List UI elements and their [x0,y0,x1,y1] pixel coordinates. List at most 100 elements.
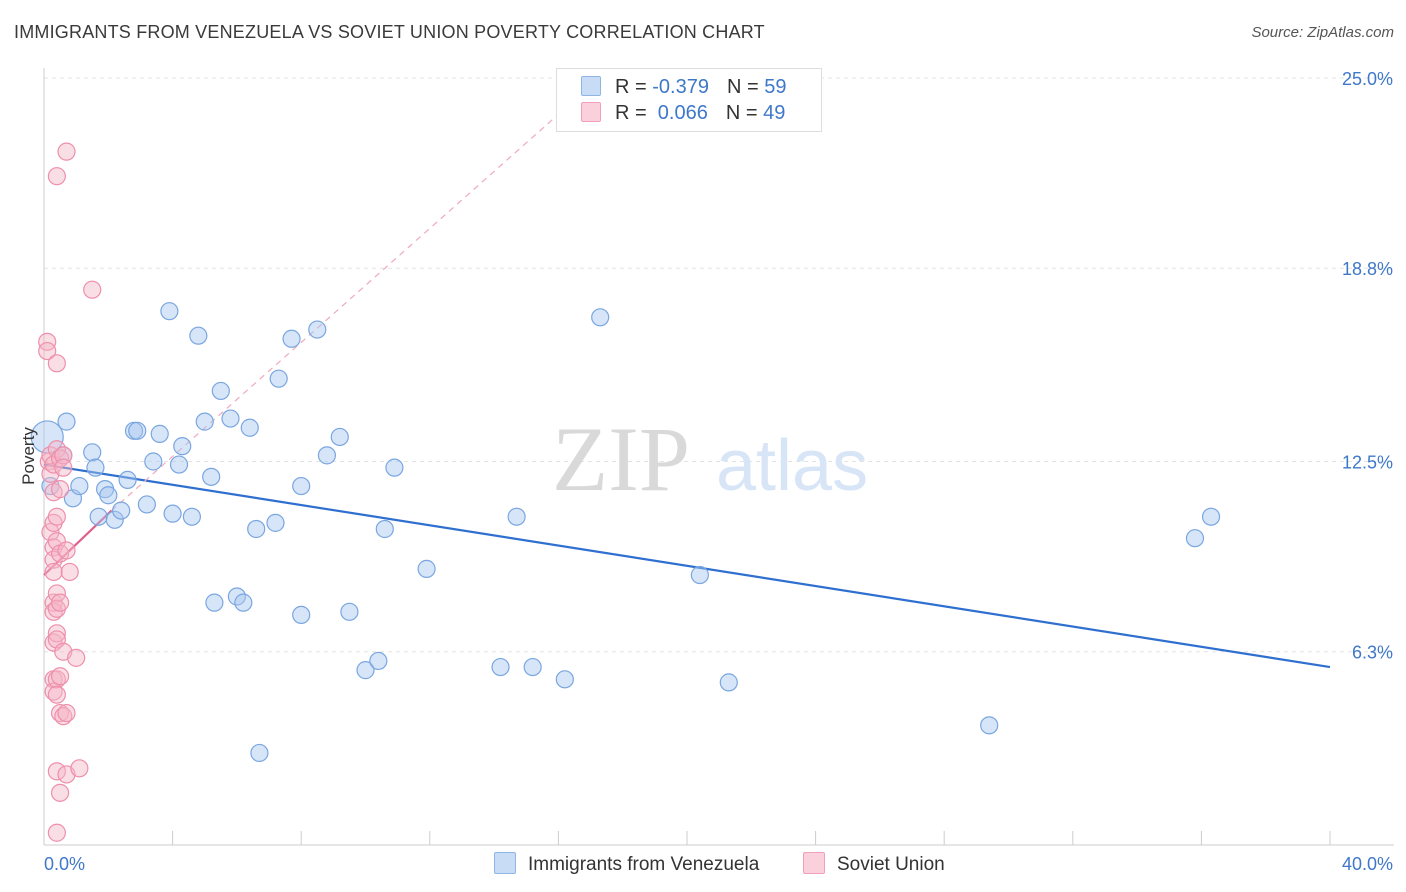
point-soviet [38,341,57,361]
point-venezuela [211,381,230,401]
trend-line-soviet [43,509,113,576]
x-tick-label: 0.0% [44,854,85,874]
point-venezuela [89,507,108,526]
point-venezuela [247,519,266,539]
legend-swatch-soviet [581,102,601,122]
point-venezuela [719,673,738,692]
legend-row-soviet: R = 0.066 N = 49 [581,102,785,126]
point-venezuela [385,458,404,477]
watermark-atlas: atlas [716,426,868,506]
x-ticks [172,831,1331,845]
point-soviet [44,602,63,621]
point-venezuela [195,412,214,431]
point-soviet [70,759,89,778]
data-points [30,142,1221,842]
point-soviet [50,667,70,686]
x-tick-labels: 0.0% 40.0% [44,854,1393,874]
point-soviet [47,167,66,186]
point-venezuela [99,486,118,505]
point-venezuela [1201,507,1221,526]
point-venezuela [205,593,224,612]
point-venezuela [86,458,105,477]
point-venezuela [150,424,169,443]
point-venezuela [308,320,327,339]
point-soviet [67,648,86,667]
point-venezuela [523,657,542,677]
point-venezuela [57,412,76,431]
point-venezuela [1185,529,1205,548]
axes [43,68,1394,846]
legend-swatch-venezuela [581,76,601,96]
chart-title: IMMIGRANTS FROM VENEZUELA VS SOVIET UNIO… [14,22,765,42]
watermark-zip: ZIP [552,408,690,510]
point-soviet [83,280,102,299]
point-soviet [47,507,66,526]
point-venezuela [70,476,89,496]
legend-swatch-soviet [803,852,825,874]
point-venezuela [137,495,156,514]
point-soviet [57,703,76,723]
point-soviet [57,142,76,161]
point-venezuela [356,661,375,680]
legend-swatch-venezuela [494,852,516,874]
point-venezuela [269,369,288,388]
point-venezuela [980,716,999,735]
legend-item-soviet: Soviet Union [803,852,945,876]
legend-label-soviet: Soviet Union [837,854,945,875]
r-label: R = [615,102,653,124]
point-soviet [47,823,66,842]
point-venezuela [182,507,201,526]
watermark: ZIP atlas [552,408,868,510]
point-venezuela [173,437,192,456]
point-venezuela [375,519,394,539]
r-value: 0.066 [652,102,708,124]
point-venezuela [118,470,137,490]
point-venezuela [317,446,337,465]
point-venezuela [202,467,221,486]
point-venezuela [330,427,349,447]
point-venezuela [292,605,311,625]
point-soviet [54,458,73,477]
point-venezuela [144,452,163,471]
r-label: R = [615,76,653,98]
y-tick-label: 6.3% [1352,643,1393,663]
point-venezuela [266,513,285,532]
y-tick-label: 18.8% [1342,259,1393,279]
point-venezuela [160,302,179,321]
point-venezuela [112,501,131,520]
point-soviet [50,703,70,723]
legend-row-venezuela: R = -0.379 N = 59 [581,76,786,100]
point-venezuela [234,593,253,612]
point-venezuela [340,602,359,621]
point-venezuela [221,409,240,428]
point-venezuela [169,455,189,474]
n-label: N = [726,76,765,98]
r-value: -0.379 [652,76,709,98]
n-label: N = [725,102,764,124]
point-soviet [57,541,76,560]
point-venezuela [507,507,526,526]
n-value: 59 [764,76,787,98]
point-venezuela [292,476,311,496]
point-venezuela [128,421,147,440]
point-venezuela [189,326,208,345]
point-venezuela [282,329,301,348]
point-soviet [50,783,70,802]
n-value: 49 [763,102,786,124]
point-venezuela [591,308,610,327]
point-venezuela [105,510,124,529]
point-soviet [47,624,66,643]
point-soviet [50,480,70,499]
point-soviet [47,354,66,373]
trend-lines [43,108,1331,669]
point-venezuela [163,504,182,523]
point-venezuela [491,657,510,677]
point-venezuela [369,651,388,671]
point-venezuela [690,565,709,585]
source-label: Source: ZipAtlas.com [1251,24,1394,41]
point-soviet [50,593,70,612]
point-venezuela [83,443,102,462]
correlation-legend: R = -0.379 N = 59 R = 0.066 N = 49 [556,68,822,132]
legend-label-venezuela: Immigrants from Venezuela [528,854,760,875]
